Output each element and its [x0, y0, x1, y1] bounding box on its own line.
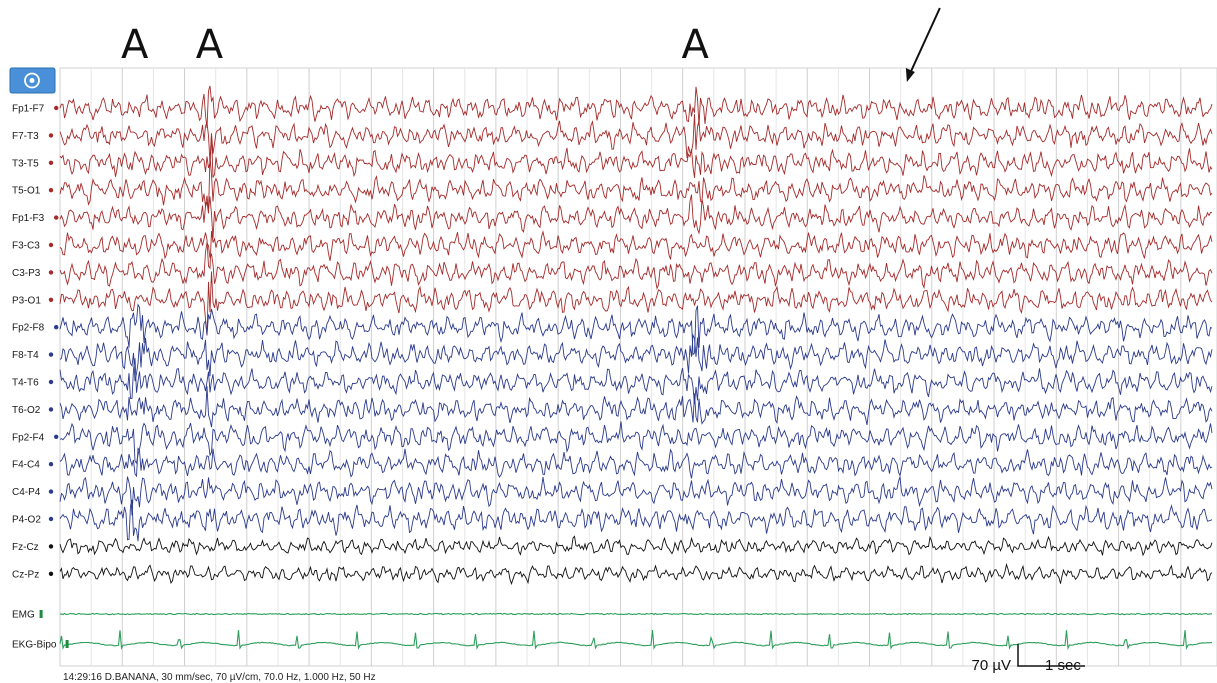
channel-label: C3-P3	[12, 268, 41, 279]
trace-p4-o2	[59, 499, 1213, 542]
channel-marker	[54, 325, 59, 330]
channel-label: Fp1-F7	[12, 104, 45, 115]
event-label: A	[196, 22, 224, 68]
channel-label: F4-C4	[12, 460, 40, 471]
channel-marker	[48, 516, 54, 522]
channel-label: F8-T4	[12, 350, 39, 361]
scale-bar: 70 µV 1 sec	[972, 644, 1085, 674]
amplitude-scale-label: 70 µV	[972, 657, 1012, 674]
plot-area	[59, 67, 1217, 667]
channel-marker	[39, 610, 43, 618]
trace-ekg-bipo	[59, 629, 1213, 651]
channel-label: Fp1-F3	[12, 213, 45, 224]
trace-fz-cz	[59, 535, 1213, 557]
channel-label: F3-C3	[12, 241, 40, 252]
trace-f7-t3	[59, 114, 1213, 163]
trace-fp2-f8	[59, 303, 1213, 356]
channel-label: Fz-Cz	[12, 542, 39, 553]
channel-marker	[48, 407, 54, 412]
event-arrow	[905, 7, 941, 82]
channel-label: Fp2-F4	[12, 432, 45, 443]
trace-t4-t6	[59, 358, 1213, 404]
channel-label: P3-O1	[12, 295, 41, 306]
channel-marker	[48, 188, 54, 193]
channel-label: Fp2-F8	[12, 323, 45, 334]
channel-label: T5-O1	[12, 186, 41, 197]
channel-marker	[48, 571, 54, 576]
trace-fp2-f4	[59, 421, 1213, 465]
channel-marker	[54, 215, 59, 220]
time-scale-label: 1 sec	[1045, 657, 1081, 674]
event-label: A	[681, 22, 709, 68]
time-grid	[90, 68, 1182, 666]
channel-marker	[48, 160, 54, 165]
channel-label: C4-P4	[12, 487, 41, 498]
channel-marker	[48, 352, 54, 357]
trace-cz-pz	[59, 562, 1213, 586]
channel-marker	[54, 434, 59, 439]
trace-fp1-f7	[59, 85, 1213, 128]
channel-marker	[48, 379, 54, 385]
channel-labels: Fp1-F7 F7-T3 T3-T5 T5-O1 Fp1-F3 F3-C3 C3-P3 P3-…	[12, 104, 69, 651]
channel-marker	[48, 270, 54, 275]
channel-marker	[48, 242, 54, 248]
trace-fp1-f3	[59, 194, 1213, 239]
target-button[interactable]	[9, 67, 56, 94]
trace-f4-c4	[59, 447, 1213, 479]
trace-emg	[59, 612, 1213, 616]
channel-marker	[48, 462, 54, 467]
channel-label: F7-T3	[12, 131, 39, 142]
status-bar-text: 14:29:16 D.BANANA, 30 mm/sec, 70 µV/cm, …	[63, 672, 376, 683]
channel-marker	[48, 297, 54, 302]
channel-label: EMG	[12, 610, 35, 621]
channel-marker	[54, 105, 59, 111]
channel-label: EKG-Bipo	[12, 640, 57, 651]
trace-p3-o1	[59, 271, 1213, 336]
trace-t6-o2	[59, 386, 1213, 428]
trace-c3-p3	[59, 241, 1213, 290]
trace-f8-t4	[59, 333, 1213, 382]
channel-label: Cz-Pz	[12, 569, 39, 580]
channel-label: P4-O2	[12, 515, 41, 526]
trace-c4-p4	[59, 476, 1213, 516]
channel-marker	[65, 640, 69, 648]
trace-f3-c3	[59, 230, 1213, 270]
channel-marker	[48, 489, 54, 494]
target-icon	[24, 72, 40, 89]
channel-marker	[48, 133, 54, 138]
event-label: A	[121, 22, 149, 68]
channel-marker	[48, 544, 54, 549]
trace-t5-o1	[59, 155, 1213, 214]
channel-label: T3-T5	[12, 158, 39, 169]
channel-label: T4-T6	[12, 378, 39, 389]
eeg-traces	[59, 85, 1213, 651]
trace-t3-t5	[59, 133, 1213, 178]
channel-label: T6-O2	[12, 405, 41, 416]
